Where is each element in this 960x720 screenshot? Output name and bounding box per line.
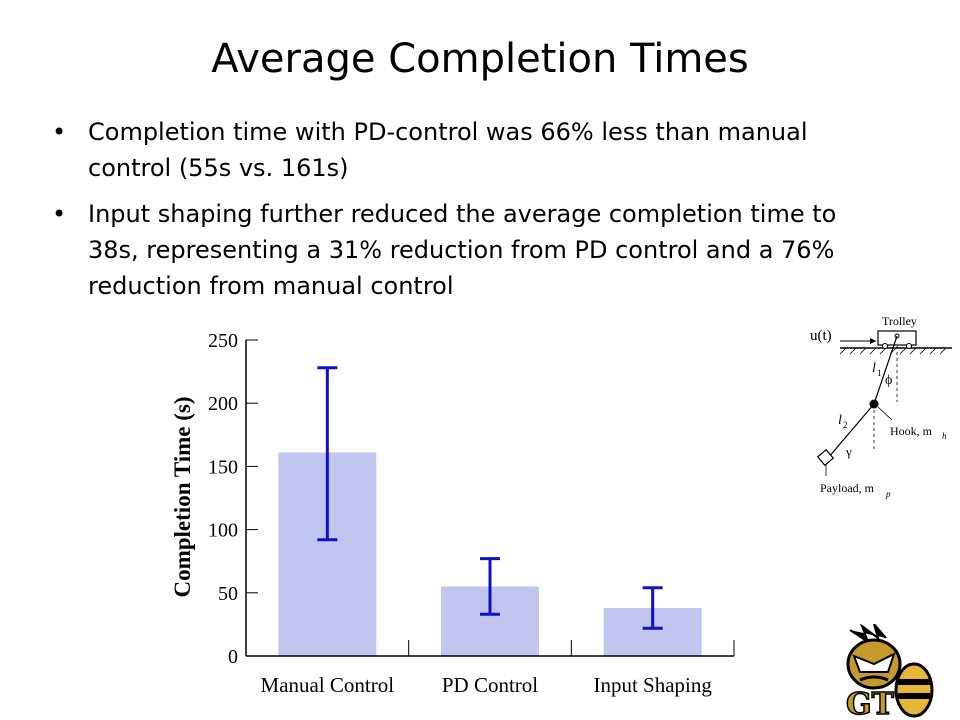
bullet-dot-icon: • — [52, 200, 67, 228]
error-bar — [642, 586, 663, 630]
hook-label: Hook, m — [890, 424, 933, 438]
y-ticks-group: 0 50 100 150 200 250 — [208, 330, 258, 668]
input-label: u(t) — [810, 328, 832, 344]
crane-diagram: Trolley u(t) l 1 ϕ Hook, m h l 2 γ Paylo… — [810, 314, 952, 499]
payload-subscript: p — [885, 489, 891, 499]
lower-cable — [827, 403, 875, 459]
trolley-wheel — [906, 343, 912, 349]
l1-label: l — [872, 361, 876, 376]
hook-subscript: h — [942, 431, 947, 441]
error-bar — [480, 557, 500, 616]
logo-mouth — [859, 675, 889, 682]
payload-label: Payload, m — [820, 481, 875, 495]
logo-body — [894, 662, 934, 718]
y-tick-label: 50 — [218, 583, 238, 605]
y-axis-label: Completion Time (s) — [170, 396, 195, 597]
l2-label: l — [838, 413, 842, 428]
upper-cable — [873, 335, 898, 405]
x-category-label: Input Shaping — [593, 673, 712, 697]
error-bar — [317, 366, 338, 542]
y-tick-label: 100 — [208, 520, 238, 542]
y-tick-label: 150 — [208, 456, 238, 478]
logo-monogram: GT — [846, 687, 895, 720]
axes-group — [245, 340, 735, 657]
logo-stripes — [898, 679, 930, 699]
x-categories-group: Manual Control PD Control Input Shaping — [261, 673, 713, 697]
x-category-label: PD Control — [442, 673, 538, 697]
bullet-text: Completion time with PD-control was 66% … — [88, 118, 808, 182]
bullet-item: • Completion time with PD-control was 66… — [48, 114, 868, 186]
error-bars-group — [317, 366, 663, 630]
y-tick-label: 0 — [228, 646, 238, 668]
bullet-text: Input shaping further reduced the averag… — [88, 200, 837, 300]
phi-label: ϕ — [885, 373, 892, 388]
trolley-wheel — [882, 343, 888, 349]
l1-subscript: 1 — [877, 368, 882, 378]
x-category-label: Manual Control — [261, 673, 395, 697]
gamma-label: γ — [845, 444, 852, 459]
bullet-item: • Input shaping further reduced the aver… — [48, 196, 868, 304]
bullet-dot-icon: • — [52, 118, 67, 146]
yellow-jacket-logo: GT — [845, 624, 934, 720]
y-tick-label: 250 — [208, 330, 238, 352]
trolley-label: Trolley — [882, 314, 917, 328]
payload-box — [816, 448, 835, 467]
input-arrow-head — [870, 338, 876, 344]
y-tick-label: 200 — [208, 393, 238, 415]
bullet-list: • Completion time with PD-control was 66… — [48, 114, 868, 314]
hook-pointer — [877, 406, 893, 421]
logo-eyes — [852, 652, 896, 673]
bars-group — [278, 452, 702, 656]
slide-title: Average Completion Times — [211, 36, 749, 82]
l2-subscript: 2 — [843, 420, 848, 430]
